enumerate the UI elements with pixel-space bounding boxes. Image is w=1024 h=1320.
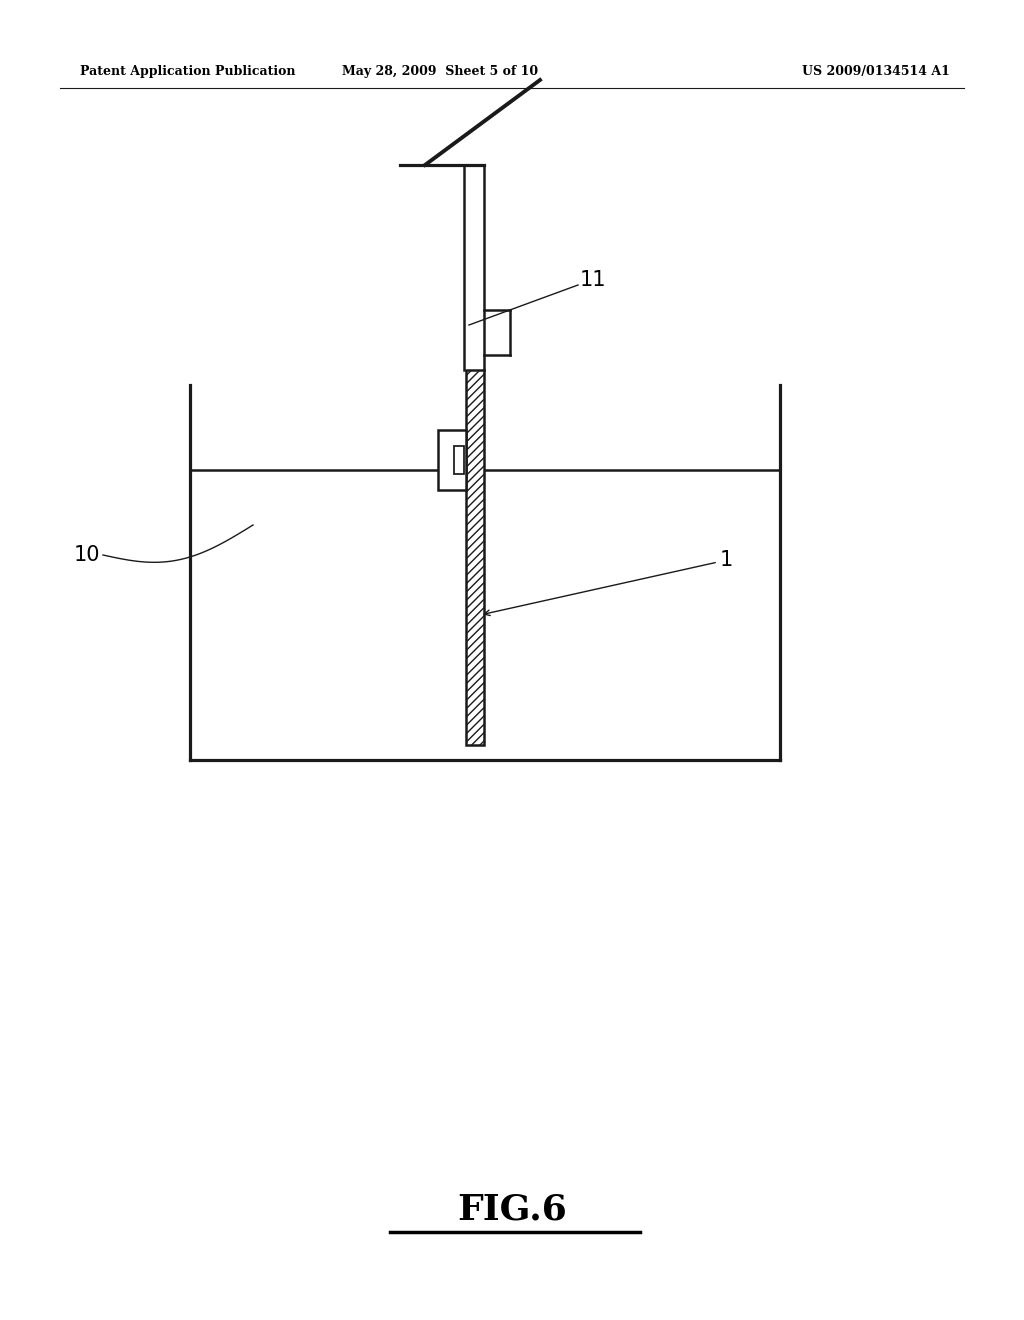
Text: US 2009/0134514 A1: US 2009/0134514 A1 <box>802 66 950 78</box>
Bar <box>466 370 484 744</box>
Bar <box>454 446 464 474</box>
Text: 1: 1 <box>720 550 733 570</box>
Bar <box>438 430 466 490</box>
Text: May 28, 2009  Sheet 5 of 10: May 28, 2009 Sheet 5 of 10 <box>342 66 538 78</box>
Text: 11: 11 <box>580 271 606 290</box>
Text: FIG.6: FIG.6 <box>457 1193 567 1228</box>
Bar <box>466 370 484 744</box>
Text: 10: 10 <box>74 545 100 565</box>
Text: Patent Application Publication: Patent Application Publication <box>80 66 296 78</box>
